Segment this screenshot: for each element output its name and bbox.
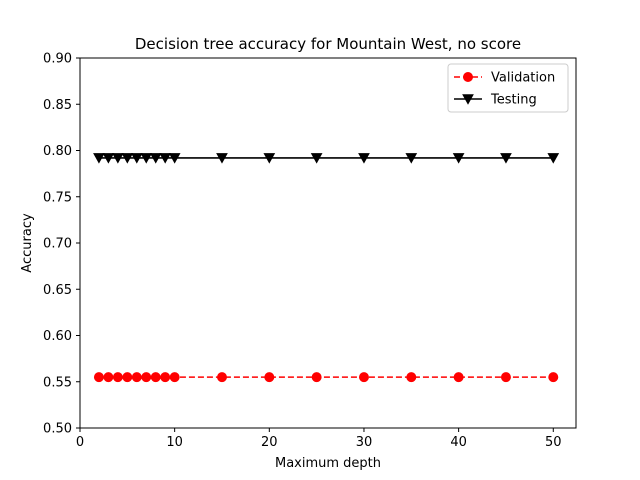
testing-point (216, 153, 228, 164)
testing-point (547, 153, 560, 164)
validation-point (112, 372, 123, 383)
plot-area (93, 153, 560, 383)
x-tick-label: 40 (450, 435, 467, 450)
validation-point (160, 372, 171, 383)
validation-point (264, 372, 275, 383)
testing-point (102, 153, 115, 164)
validation-point (500, 372, 511, 383)
validation-point (169, 372, 180, 383)
y-tick-label: 0.65 (43, 283, 72, 298)
legend-label-validation: Validation (491, 71, 555, 86)
x-tick-label: 0 (76, 435, 84, 450)
testing-point (93, 153, 105, 164)
validation-point (122, 372, 133, 383)
y-axis-label: Accuracy (20, 213, 35, 273)
legend-marker-validation (463, 72, 473, 82)
x-tick-label: 50 (545, 435, 562, 450)
x-axis-label: Maximum depth (275, 456, 381, 471)
legend-box (447, 63, 569, 113)
series-validation (93, 372, 559, 383)
validation-point (150, 372, 161, 383)
y-tick-label: 0.85 (43, 98, 72, 113)
y-tick-label: 0.75 (43, 190, 72, 205)
testing-point (121, 153, 134, 164)
chart-title: Decision tree accuracy for Mountain West… (135, 35, 521, 53)
x-tick-label: 10 (166, 435, 183, 450)
testing-point (149, 153, 162, 164)
validation-point (216, 372, 227, 383)
validation-point (406, 372, 417, 383)
y-tick-label: 0.90 (43, 52, 72, 67)
testing-point (140, 153, 153, 164)
testing-point (310, 153, 323, 164)
testing-point (452, 153, 465, 164)
y-tick-label: 0.55 (43, 375, 72, 390)
axes: 0 10 20 30 40 50 0.50 0.55 0.60 0.65 0.70 0.75 0.80 0… (43, 52, 562, 451)
y-tick-label: 0.50 (43, 422, 72, 437)
validation-point (358, 372, 369, 383)
y-tick-label: 0.70 (43, 237, 72, 252)
validation-point (141, 372, 152, 383)
validation-point (453, 372, 464, 383)
legend-marker-testing (462, 94, 474, 105)
validation-point (131, 372, 142, 383)
legend-label-testing: Testing (490, 93, 537, 108)
series-testing (93, 153, 560, 164)
y-tick-label: 0.80 (43, 144, 72, 159)
testing-point (405, 153, 418, 164)
testing-point (168, 153, 181, 164)
y-tick-label: 0.60 (43, 329, 72, 344)
testing-point (500, 153, 512, 164)
validation-point (311, 372, 322, 383)
validation-point (103, 372, 114, 383)
validation-point (93, 372, 104, 383)
x-tick-label: 20 (261, 435, 278, 450)
testing-point (159, 153, 172, 164)
x-tick-label: 30 (356, 435, 373, 450)
validation-point (548, 372, 559, 383)
legend: Validation Testing (447, 63, 569, 113)
testing-point (112, 153, 124, 164)
testing-point (263, 153, 276, 164)
testing-point (130, 153, 143, 164)
testing-point (358, 153, 370, 164)
